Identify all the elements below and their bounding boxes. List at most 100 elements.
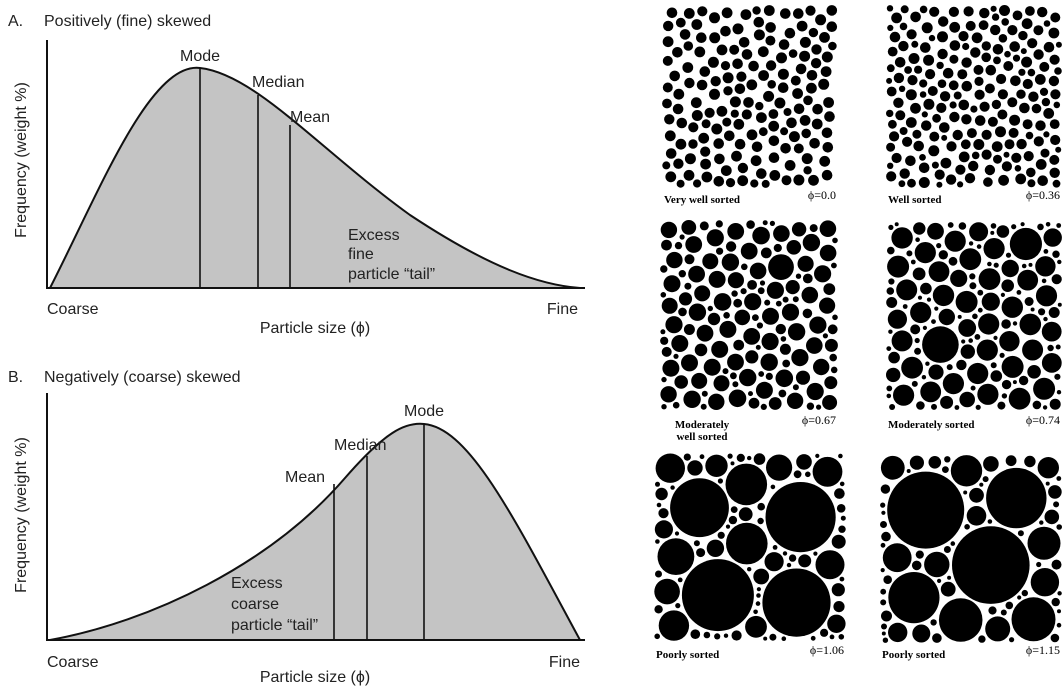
grain bbox=[977, 290, 983, 296]
grain bbox=[677, 180, 685, 188]
grain bbox=[1002, 393, 1007, 398]
grain bbox=[950, 40, 961, 51]
grain bbox=[880, 503, 885, 508]
x-right-label: Fine bbox=[549, 654, 580, 671]
grain bbox=[906, 250, 912, 256]
grain bbox=[950, 270, 967, 287]
grain bbox=[780, 8, 791, 19]
grain bbox=[923, 55, 934, 66]
grain bbox=[974, 65, 984, 75]
grain bbox=[1019, 376, 1028, 385]
grain bbox=[697, 80, 708, 91]
grain bbox=[714, 176, 725, 187]
grain bbox=[766, 373, 773, 380]
grain bbox=[786, 118, 797, 129]
grain bbox=[934, 307, 938, 311]
grain bbox=[728, 272, 744, 288]
grain bbox=[766, 455, 792, 481]
grain bbox=[821, 66, 832, 77]
grain bbox=[939, 250, 948, 259]
grain bbox=[937, 49, 947, 59]
grain bbox=[756, 345, 761, 350]
grain bbox=[899, 180, 906, 187]
grain bbox=[959, 100, 970, 111]
grain bbox=[714, 633, 720, 639]
grain bbox=[684, 324, 695, 335]
grain bbox=[694, 47, 705, 58]
grain bbox=[880, 589, 886, 595]
grain bbox=[1034, 136, 1044, 146]
grain bbox=[991, 362, 997, 368]
grain bbox=[781, 336, 787, 342]
grain bbox=[1054, 374, 1060, 380]
grain bbox=[756, 168, 767, 179]
grain bbox=[769, 397, 782, 410]
grain bbox=[766, 60, 776, 70]
grain bbox=[660, 329, 665, 334]
grain bbox=[1042, 322, 1062, 342]
grain bbox=[961, 344, 975, 358]
sorting-label: Well sorted bbox=[888, 194, 941, 206]
panel-letter: B. bbox=[8, 369, 23, 386]
grain bbox=[1036, 562, 1041, 567]
grain bbox=[929, 35, 935, 41]
grain bbox=[823, 333, 828, 338]
grain bbox=[806, 83, 817, 94]
grain bbox=[663, 21, 673, 31]
grain bbox=[919, 177, 930, 188]
grain bbox=[825, 339, 838, 352]
grain bbox=[936, 243, 941, 248]
grain bbox=[749, 398, 760, 409]
grain bbox=[1031, 308, 1035, 312]
grain bbox=[978, 635, 985, 642]
grain bbox=[986, 65, 997, 76]
grain bbox=[661, 377, 666, 382]
grain bbox=[910, 456, 924, 470]
grain bbox=[982, 41, 991, 50]
grain bbox=[673, 89, 684, 100]
grain bbox=[803, 234, 820, 251]
grain bbox=[716, 248, 723, 255]
grain bbox=[829, 354, 837, 362]
grain bbox=[915, 242, 936, 263]
grain bbox=[659, 610, 689, 640]
grain bbox=[886, 386, 892, 392]
grain bbox=[656, 454, 685, 483]
tail-label: Excess bbox=[348, 227, 400, 244]
grain bbox=[987, 262, 992, 267]
grain bbox=[805, 472, 811, 478]
grain bbox=[1043, 108, 1054, 119]
grain bbox=[992, 13, 999, 20]
grain bbox=[807, 70, 818, 81]
grain bbox=[945, 231, 966, 252]
grain bbox=[754, 453, 766, 465]
grain bbox=[737, 454, 745, 462]
grain bbox=[813, 359, 829, 375]
grain bbox=[901, 5, 909, 13]
grain bbox=[730, 372, 737, 379]
grain bbox=[999, 331, 1019, 351]
grain bbox=[956, 360, 966, 370]
grain bbox=[752, 142, 763, 153]
grain bbox=[762, 569, 830, 637]
grain bbox=[838, 526, 845, 533]
grain bbox=[761, 404, 767, 410]
grain bbox=[1000, 353, 1005, 358]
grain bbox=[662, 347, 672, 357]
grain bbox=[758, 371, 764, 377]
grain bbox=[672, 47, 683, 58]
grain bbox=[991, 6, 997, 12]
sorting-phi: ϕ=0.0 bbox=[808, 188, 836, 202]
grain bbox=[913, 268, 926, 281]
grain bbox=[684, 454, 691, 461]
grain bbox=[837, 504, 846, 513]
grain bbox=[959, 248, 981, 270]
grain bbox=[886, 368, 900, 382]
grain bbox=[726, 178, 735, 187]
grain bbox=[1050, 13, 1060, 23]
grain bbox=[766, 482, 836, 552]
grain bbox=[1025, 297, 1034, 306]
grain bbox=[993, 44, 1004, 55]
grain bbox=[902, 137, 912, 147]
grain bbox=[932, 633, 942, 643]
